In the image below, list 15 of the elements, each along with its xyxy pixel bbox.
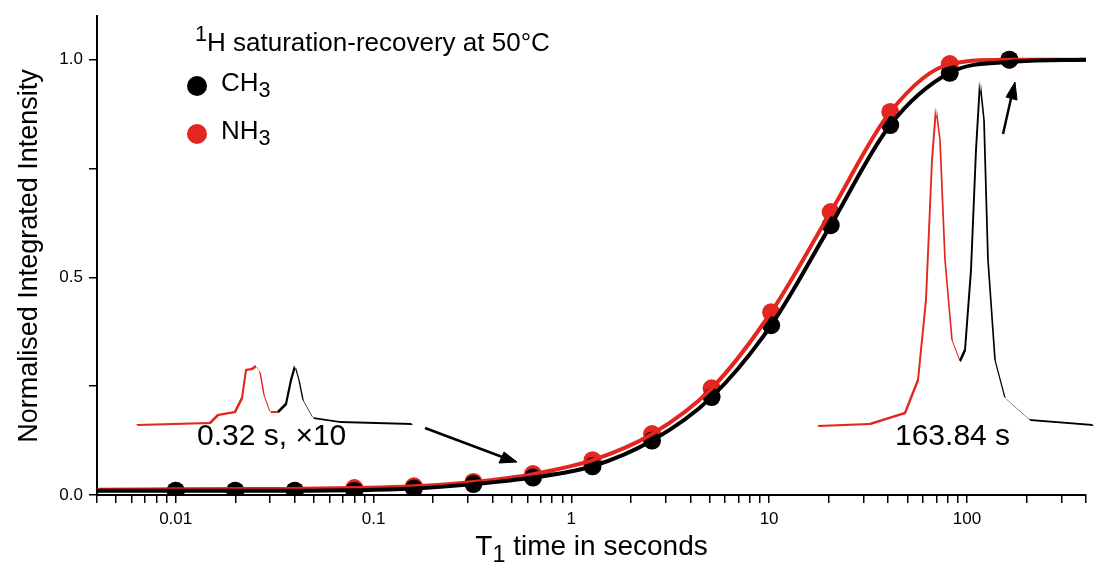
x-axis-title: T$_{1}$ time in seconds [475,530,708,568]
annotation: 0.32 s, ×10 [197,418,347,452]
y-tick-label: 0.5 [59,267,83,287]
x-tick-label: 0.1 [361,508,386,528]
x-tick-label: 100 [952,508,982,528]
legend-label: CH$_{3}$ [221,65,271,104]
legend-label: NH$_{3}$ [221,113,271,153]
y-tick-label: 0.0 [59,484,83,504]
y-axis-title: Normalised Integrated Intensity [12,68,44,443]
annotation: 163.84 s [895,418,1011,452]
y-tick-label: 1.0 [59,49,83,69]
x-tick-label: 10 [759,508,779,528]
x-tick-label: 0.01 [159,508,193,528]
legend-title: $^{1}$H saturation-recovery at 50°C [195,20,550,59]
x-tick-label: 1 [566,508,577,528]
